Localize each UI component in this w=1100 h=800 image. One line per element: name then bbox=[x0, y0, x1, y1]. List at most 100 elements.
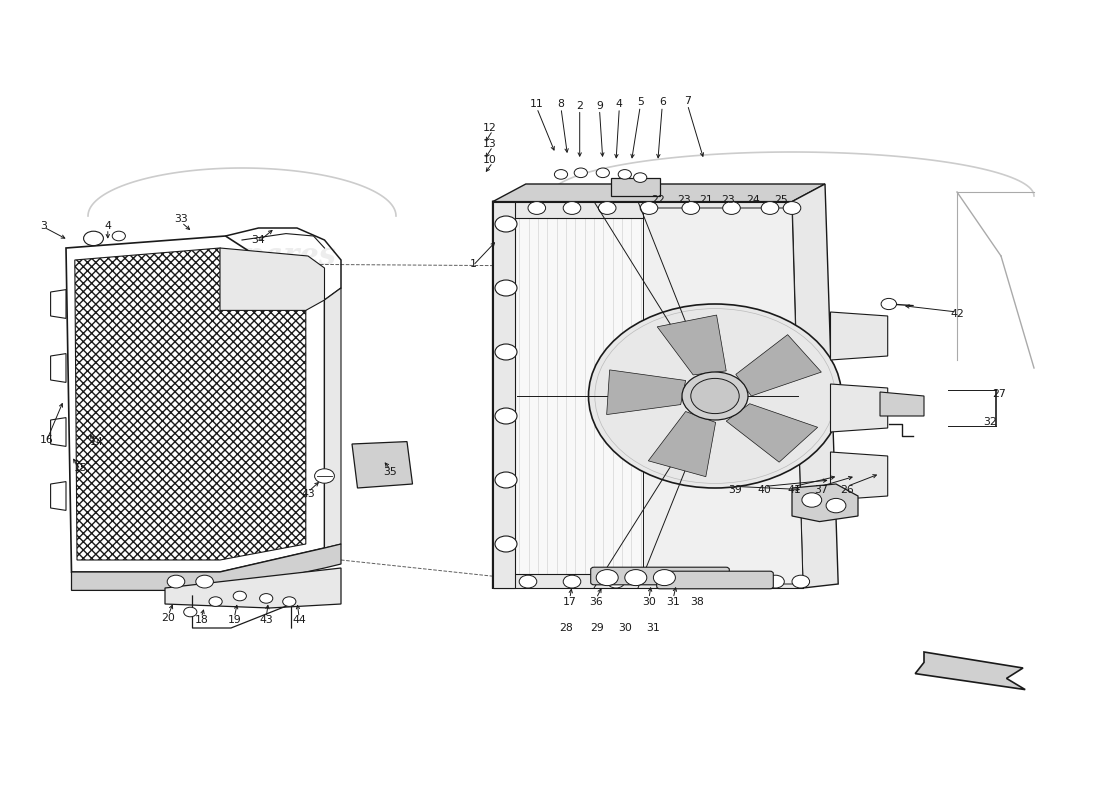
Text: 27: 27 bbox=[992, 390, 1005, 399]
Text: 17: 17 bbox=[563, 597, 576, 606]
Polygon shape bbox=[493, 574, 803, 588]
Circle shape bbox=[792, 575, 810, 588]
Circle shape bbox=[802, 493, 822, 507]
Text: 32: 32 bbox=[983, 418, 997, 427]
Text: 31: 31 bbox=[667, 597, 680, 606]
Circle shape bbox=[618, 170, 631, 179]
Circle shape bbox=[495, 344, 517, 360]
Text: 39: 39 bbox=[728, 485, 741, 494]
Polygon shape bbox=[493, 202, 515, 588]
Text: 13: 13 bbox=[483, 139, 496, 149]
Circle shape bbox=[691, 378, 739, 414]
Polygon shape bbox=[830, 312, 888, 360]
Text: 29: 29 bbox=[591, 623, 604, 633]
Circle shape bbox=[563, 575, 581, 588]
Polygon shape bbox=[657, 315, 726, 375]
Circle shape bbox=[783, 202, 801, 214]
Text: 44: 44 bbox=[293, 615, 306, 625]
Text: 12: 12 bbox=[483, 123, 496, 133]
Circle shape bbox=[495, 472, 517, 488]
Text: 18: 18 bbox=[195, 615, 208, 625]
Circle shape bbox=[184, 607, 197, 617]
Circle shape bbox=[717, 575, 735, 588]
Polygon shape bbox=[324, 288, 341, 548]
Text: 33: 33 bbox=[175, 214, 188, 224]
Text: 4: 4 bbox=[616, 99, 623, 109]
Text: 43: 43 bbox=[260, 615, 273, 625]
Text: 3: 3 bbox=[41, 221, 47, 230]
FancyBboxPatch shape bbox=[591, 567, 729, 585]
Text: 19: 19 bbox=[228, 615, 241, 625]
Text: 2: 2 bbox=[576, 101, 583, 110]
Polygon shape bbox=[51, 290, 66, 318]
Polygon shape bbox=[792, 484, 858, 522]
Text: eurospares: eurospares bbox=[147, 241, 337, 271]
Polygon shape bbox=[830, 384, 888, 432]
Text: 23: 23 bbox=[722, 195, 735, 205]
Text: 30: 30 bbox=[618, 623, 631, 633]
Text: 41: 41 bbox=[788, 485, 801, 494]
Circle shape bbox=[767, 575, 784, 588]
Circle shape bbox=[495, 216, 517, 232]
Polygon shape bbox=[915, 652, 1025, 690]
Text: 28: 28 bbox=[560, 623, 573, 633]
Text: eurospares: eurospares bbox=[147, 465, 337, 495]
Text: 11: 11 bbox=[530, 99, 543, 109]
Circle shape bbox=[598, 202, 616, 214]
Polygon shape bbox=[352, 442, 412, 488]
Polygon shape bbox=[51, 418, 66, 446]
Circle shape bbox=[607, 575, 625, 588]
Text: 1: 1 bbox=[470, 259, 476, 269]
Text: 31: 31 bbox=[647, 623, 660, 633]
Circle shape bbox=[761, 202, 779, 214]
Polygon shape bbox=[51, 482, 66, 510]
Polygon shape bbox=[648, 411, 716, 477]
Text: 8: 8 bbox=[558, 99, 564, 109]
Polygon shape bbox=[610, 178, 660, 196]
Circle shape bbox=[640, 202, 658, 214]
Circle shape bbox=[283, 597, 296, 606]
Circle shape bbox=[588, 304, 842, 488]
Text: 30: 30 bbox=[642, 597, 656, 606]
Text: 42: 42 bbox=[950, 310, 964, 319]
Text: 35: 35 bbox=[384, 467, 397, 477]
Text: 43: 43 bbox=[301, 490, 315, 499]
Text: 37: 37 bbox=[814, 485, 827, 494]
Circle shape bbox=[826, 498, 846, 513]
Text: 25: 25 bbox=[774, 195, 788, 205]
Polygon shape bbox=[220, 248, 324, 310]
Polygon shape bbox=[51, 354, 66, 382]
Circle shape bbox=[596, 168, 609, 178]
Circle shape bbox=[112, 231, 125, 241]
Circle shape bbox=[233, 591, 246, 601]
Circle shape bbox=[682, 202, 700, 214]
Circle shape bbox=[574, 168, 587, 178]
Text: 20: 20 bbox=[162, 613, 175, 622]
Circle shape bbox=[563, 202, 581, 214]
Text: 5: 5 bbox=[637, 98, 644, 107]
Circle shape bbox=[209, 597, 222, 606]
FancyBboxPatch shape bbox=[657, 571, 773, 589]
Polygon shape bbox=[493, 184, 825, 202]
Text: 36: 36 bbox=[590, 597, 603, 606]
Text: 14: 14 bbox=[90, 438, 103, 447]
Text: 40: 40 bbox=[758, 485, 771, 494]
Text: 21: 21 bbox=[700, 195, 713, 205]
Text: 34: 34 bbox=[252, 235, 265, 245]
Polygon shape bbox=[66, 236, 324, 572]
Circle shape bbox=[84, 231, 103, 246]
Polygon shape bbox=[493, 202, 792, 218]
Polygon shape bbox=[607, 370, 685, 414]
Text: 7: 7 bbox=[684, 96, 691, 106]
Circle shape bbox=[196, 575, 213, 588]
Circle shape bbox=[653, 570, 675, 586]
Circle shape bbox=[625, 570, 647, 586]
Circle shape bbox=[596, 570, 618, 586]
Circle shape bbox=[495, 536, 517, 552]
Text: eurospares: eurospares bbox=[565, 465, 755, 495]
Polygon shape bbox=[736, 334, 822, 396]
Circle shape bbox=[167, 575, 185, 588]
Circle shape bbox=[662, 575, 680, 588]
Text: 9: 9 bbox=[596, 101, 603, 110]
Circle shape bbox=[528, 202, 546, 214]
